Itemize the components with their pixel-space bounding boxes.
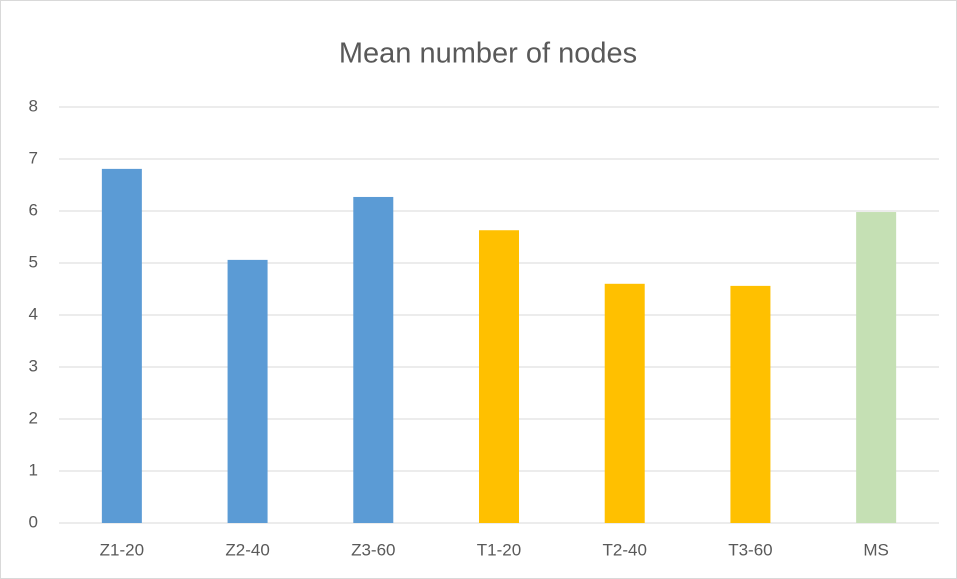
x-tick-label: T2-40 (603, 540, 647, 559)
x-tick-label: MS (863, 540, 889, 559)
y-tick-label: 7 (29, 148, 38, 167)
x-tick-label: Z2-40 (225, 540, 269, 559)
y-tick-label: 8 (29, 96, 38, 115)
bar (353, 196, 394, 523)
bar (730, 285, 771, 523)
y-tick-label: 0 (29, 512, 38, 531)
x-tick-label: Z3-60 (351, 540, 395, 559)
y-tick-label: 2 (29, 408, 38, 427)
y-tick-label: 5 (29, 252, 38, 271)
y-tick-label: 1 (29, 460, 38, 479)
bar (227, 259, 268, 523)
bar (479, 230, 519, 524)
x-tick-label: Z1-20 (100, 540, 144, 559)
bar (101, 168, 142, 523)
bar (856, 212, 897, 524)
x-tick-label: T3-60 (728, 540, 772, 559)
y-tick-label: 3 (29, 356, 38, 375)
x-tick-label: T1-20 (477, 540, 521, 559)
y-tick-label: 6 (29, 200, 38, 219)
chart-title: Mean number of nodes (339, 38, 637, 70)
bar (604, 283, 645, 523)
y-tick-label: 4 (29, 304, 38, 323)
